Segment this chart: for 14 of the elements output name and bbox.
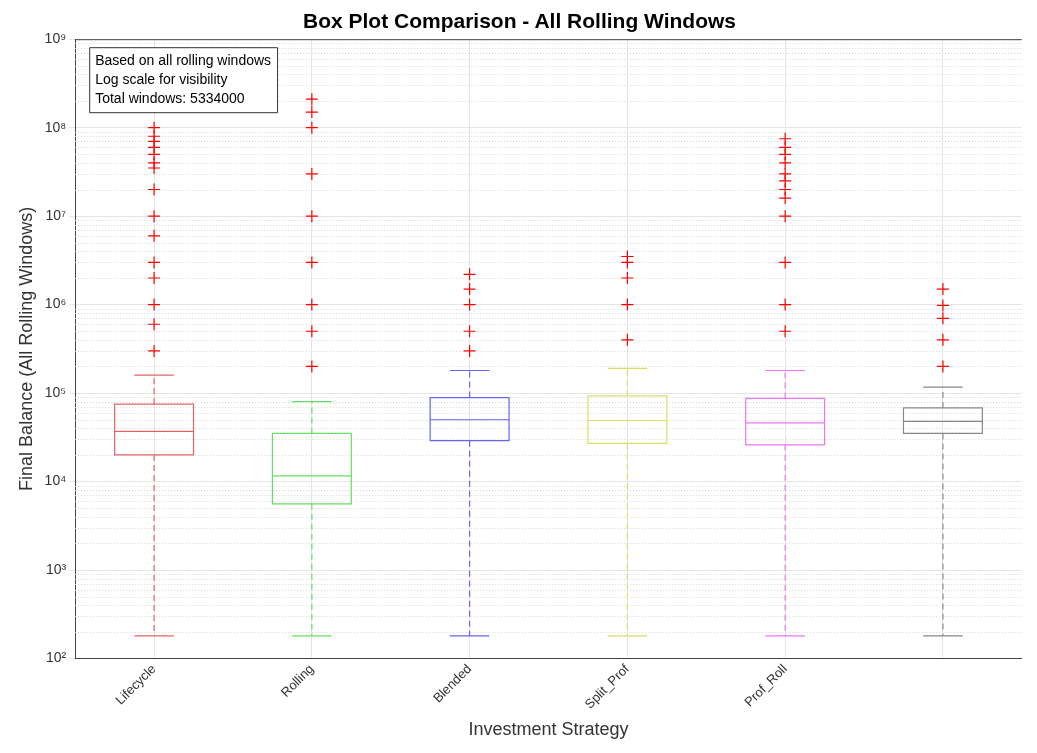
- y-tick-label: 10⁶: [44, 295, 67, 312]
- y-tick-label: 10²: [45, 649, 67, 666]
- annotation: Total windows: 5334000: [95, 89, 245, 106]
- y-tick-label: 10⁴: [44, 472, 67, 489]
- chart-title: Box Plot Comparison - All Rolling Windows: [302, 9, 737, 33]
- y-tick-label: 10⁸: [44, 118, 67, 135]
- y-tick-label: 10⁵: [44, 383, 67, 400]
- annotation: Based on all rolling windows: [95, 51, 272, 68]
- y-tick-label: 10³: [45, 560, 67, 577]
- x-axis-title: Investment Strategy: [468, 719, 629, 740]
- y-axis-title: Final Balance (All Rolling Windows): [15, 206, 36, 491]
- y-tick-label: 10⁹: [44, 30, 67, 47]
- annotation: Log scale for visibility: [95, 70, 228, 87]
- y-tick-label: 10⁷: [45, 207, 67, 224]
